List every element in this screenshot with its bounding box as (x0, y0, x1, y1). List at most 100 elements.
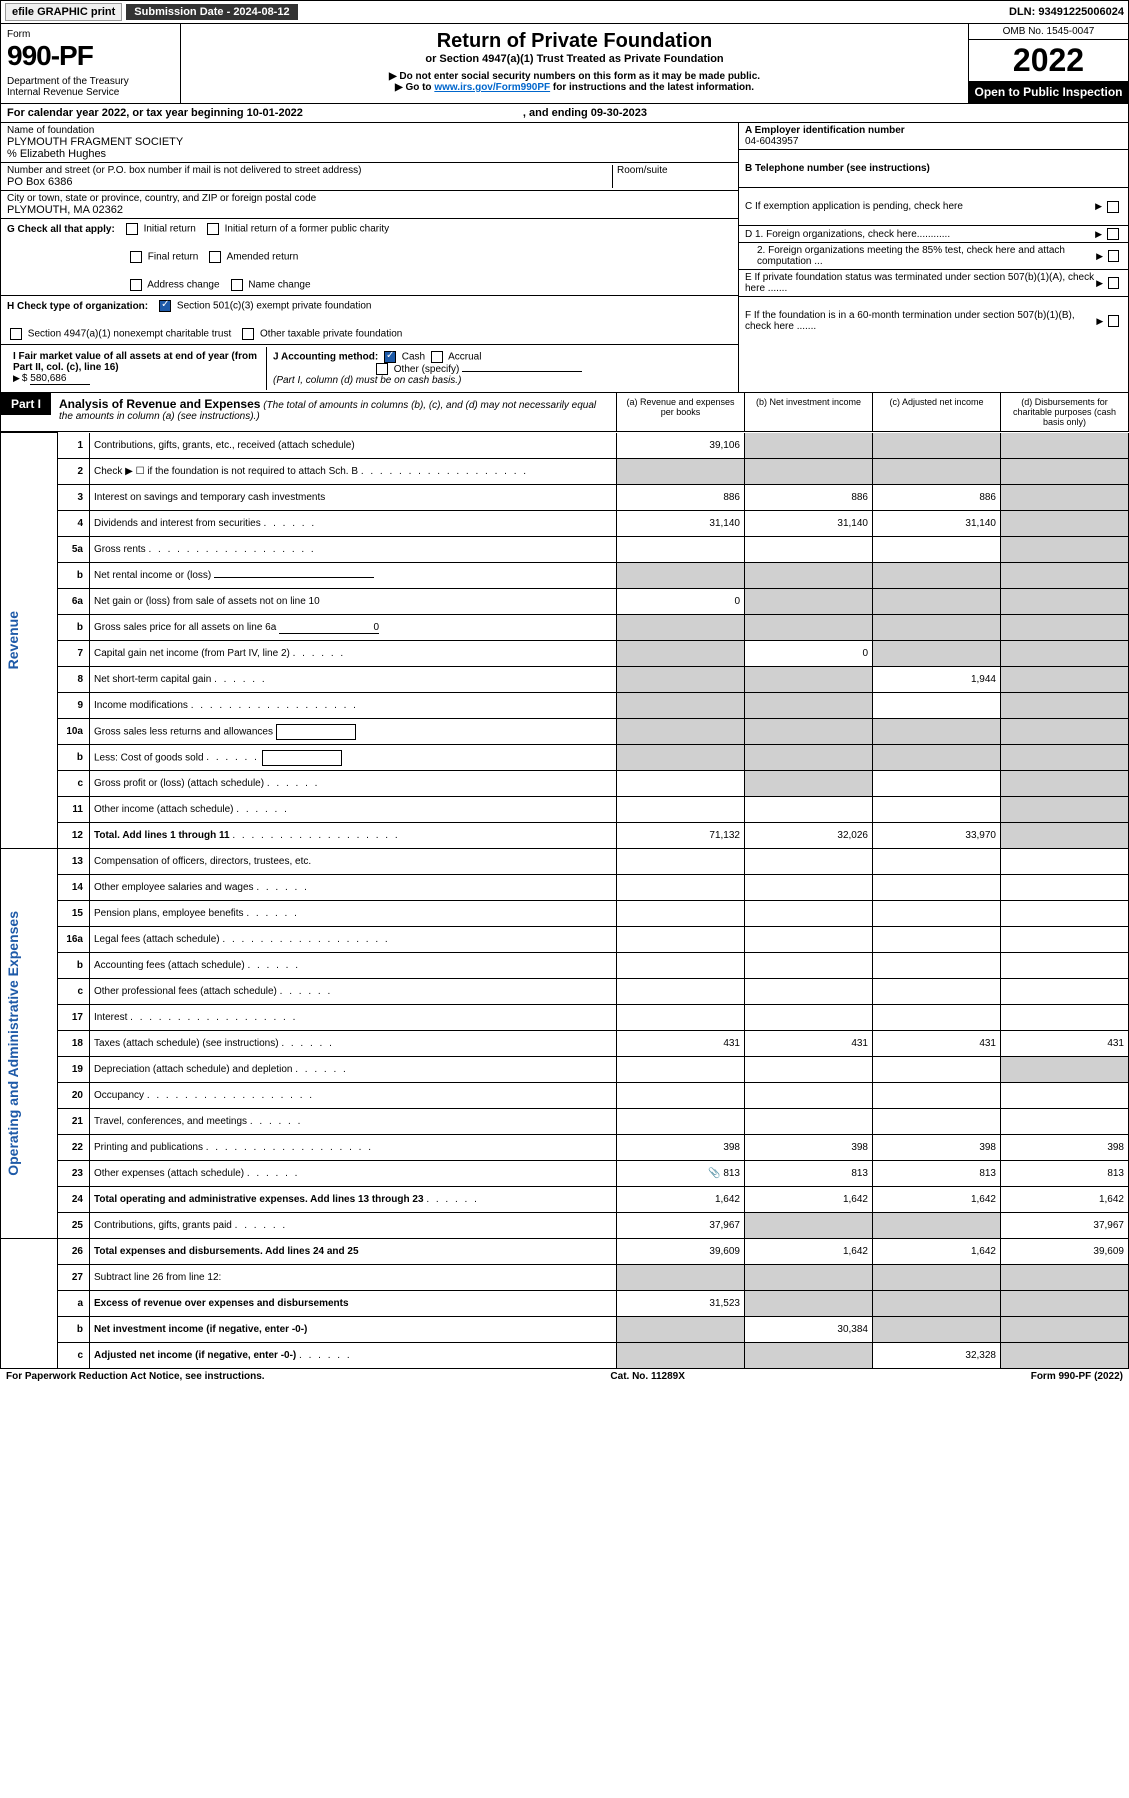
table-row: Operating and Administrative Expenses 13… (1, 849, 1129, 875)
line-desc: Dividends and interest from securities (94, 518, 261, 529)
chk-name-change[interactable] (231, 279, 243, 291)
table-row: c Gross profit or (loss) (attach schedule… (1, 771, 1129, 797)
line-desc: Net short-term capital gain (94, 674, 211, 685)
line-num: c (58, 979, 90, 1005)
line-desc: Total operating and administrative expen… (94, 1194, 424, 1205)
line-num: 22 (58, 1135, 90, 1161)
chk-address-change[interactable] (130, 279, 142, 291)
line-num: 23 (58, 1161, 90, 1187)
j-label: J Accounting method: (273, 352, 378, 363)
part1-table: Revenue 1Contributions, gifts, grants, e… (0, 432, 1129, 1369)
opt-other-method: Other (specify) (394, 364, 460, 375)
chk-d1[interactable] (1107, 228, 1119, 240)
line-num: 14 (58, 875, 90, 901)
table-row: 20Occupancy (1, 1083, 1129, 1109)
chk-final-return[interactable] (130, 251, 142, 263)
line-num: b (58, 745, 90, 771)
amt-d: 813 (1001, 1161, 1129, 1187)
a-label: A Employer identification number (745, 125, 905, 136)
line-num: b (58, 953, 90, 979)
col-c-header: (c) Adjusted net income (872, 393, 1000, 431)
col-d-header: (d) Disbursements for charitable purpose… (1000, 393, 1128, 431)
calendar-year-row: For calendar year 2022, or tax year begi… (0, 104, 1129, 123)
amt-c: 1,642 (873, 1187, 1001, 1213)
amt-b: 398 (745, 1135, 873, 1161)
efile-print-button[interactable]: efile GRAPHIC print (5, 3, 122, 21)
b-label: B Telephone number (see instructions) (745, 163, 930, 174)
expenses-sidelabel: Operating and Administrative Expenses (5, 911, 21, 1176)
opt-4947: Section 4947(a)(1) nonexempt charitable … (28, 329, 231, 340)
revenue-sidelabel: Revenue (5, 611, 21, 669)
amt-a: 431 (617, 1031, 745, 1057)
chk-d2[interactable] (1108, 250, 1119, 262)
inline-val: 0 (279, 622, 379, 634)
line-num: 7 (58, 641, 90, 667)
chk-initial-former[interactable] (207, 223, 219, 235)
table-row: b Accounting fees (attach schedule) (1, 953, 1129, 979)
amt-d: 431 (1001, 1031, 1129, 1057)
chk-e[interactable] (1108, 277, 1119, 289)
table-row: 11Other income (attach schedule) (1, 797, 1129, 823)
form-label: Form (7, 29, 30, 40)
line-num: c (58, 771, 90, 797)
opt-amended: Amended return (227, 252, 299, 263)
form-header: Form 990-PF Department of the Treasury I… (0, 24, 1129, 104)
chk-501c3[interactable] (159, 300, 171, 312)
table-row: 4Dividends and interest from securities … (1, 511, 1129, 537)
line-desc: Total. Add lines 1 through 11 (94, 830, 230, 841)
table-row: 10aGross sales less returns and allowanc… (1, 719, 1129, 745)
irs-link[interactable]: www.irs.gov/Form990PF (434, 82, 550, 93)
open-public-badge: Open to Public Inspection (969, 81, 1128, 103)
cal-year-begin: For calendar year 2022, or tax year begi… (7, 107, 303, 119)
chk-other-method[interactable] (376, 363, 388, 375)
line-desc: Interest (94, 1012, 127, 1023)
col-a-header: (a) Revenue and expenses per books (616, 393, 744, 431)
line-num: 15 (58, 901, 90, 927)
line-num: 13 (58, 849, 90, 875)
amt-a: 39,106 (617, 433, 745, 459)
line-desc: Gross profit or (loss) (attach schedule) (94, 778, 264, 789)
chk-c[interactable] (1107, 201, 1119, 213)
footer-left: For Paperwork Reduction Act Notice, see … (6, 1371, 265, 1382)
i-label: I Fair market value of all assets at end… (13, 351, 257, 373)
dept-treasury: Department of the Treasury Internal Reve… (7, 76, 174, 98)
amt-d: 39,609 (1001, 1239, 1129, 1265)
chk-other-taxable[interactable] (242, 328, 254, 340)
chk-accrual[interactable] (431, 351, 443, 363)
table-row: 23Other expenses (attach schedule) 📎 813… (1, 1161, 1129, 1187)
form-number: 990-PF (7, 40, 174, 72)
line-num: 6a (58, 589, 90, 615)
line-desc: Income modifications (94, 700, 188, 711)
line-desc: Net rental income or (loss) (94, 570, 211, 581)
chk-amended[interactable] (209, 251, 221, 263)
city-label: City or town, state or province, country… (7, 193, 732, 204)
table-row: 15Pension plans, employee benefits (1, 901, 1129, 927)
chk-4947[interactable] (10, 328, 22, 340)
amt-d: 1,642 (1001, 1187, 1129, 1213)
table-row: 26Total expenses and disbursements. Add … (1, 1239, 1129, 1265)
amt-b: 30,384 (745, 1317, 873, 1343)
chk-initial-return[interactable] (126, 223, 138, 235)
line-desc: Accounting fees (attach schedule) (94, 960, 245, 971)
chk-f[interactable] (1108, 315, 1119, 327)
table-row: bLess: Cost of goods sold (1, 745, 1129, 771)
line-num: 10a (58, 719, 90, 745)
line-desc: Depreciation (attach schedule) and deple… (94, 1064, 292, 1075)
chk-cash[interactable] (384, 351, 396, 363)
line-num: 9 (58, 693, 90, 719)
line-desc: Printing and publications (94, 1142, 203, 1153)
table-row: 6aNet gain or (loss) from sale of assets… (1, 589, 1129, 615)
table-row: 7Capital gain net income (from Part IV, … (1, 641, 1129, 667)
line-desc: Gross sales price for all assets on line… (94, 622, 276, 633)
amt-a: 31,140 (617, 511, 745, 537)
fmv-value: 580,686 (30, 373, 90, 385)
opt-address-change: Address change (147, 280, 219, 291)
opt-initial-return: Initial return (144, 224, 196, 235)
attach-icon[interactable]: 📎 (708, 1168, 720, 1179)
line-desc: Occupancy (94, 1090, 144, 1101)
line-desc: Adjusted net income (if negative, enter … (94, 1350, 296, 1361)
line-num: 2 (58, 459, 90, 485)
amt-a: 813 (723, 1168, 740, 1179)
table-row: 3Interest on savings and temporary cash … (1, 485, 1129, 511)
opt-initial-former: Initial return of a former public charit… (225, 224, 390, 235)
